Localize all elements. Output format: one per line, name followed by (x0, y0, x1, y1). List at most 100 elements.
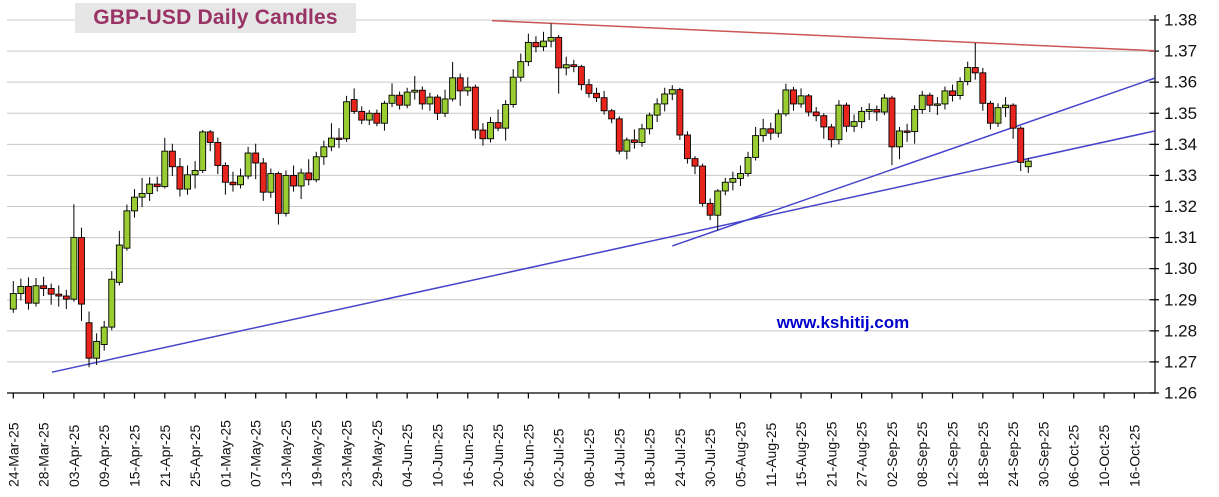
candle (494, 109, 502, 132)
x-tick-label: 19-May-25 (308, 420, 324, 487)
candle (774, 109, 782, 138)
x-tick-label: 02-Jul-25 (551, 428, 567, 487)
x-tick-label: 07-May-25 (248, 420, 264, 487)
x-tick-label: 11-Aug-25 (763, 422, 779, 487)
y-tick-label: 1.31 (1164, 228, 1197, 247)
y-tick-label: 1.34 (1164, 135, 1197, 154)
y-tick-label: 1.27 (1164, 352, 1197, 371)
candle (206, 130, 214, 152)
x-tick-label: 23-May-25 (339, 420, 355, 487)
candle (1024, 158, 1032, 173)
y-tick-label: 1.33 (1164, 166, 1197, 185)
candle (327, 123, 335, 152)
candle (388, 83, 396, 108)
candle (55, 285, 63, 307)
y-tick-label: 1.35 (1164, 104, 1197, 123)
x-tick-label: 10-Oct-25 (1096, 425, 1112, 487)
candle (17, 278, 25, 301)
candle (933, 97, 941, 116)
y-axis-labels: 1.38 1.37 1.36 1.35 1.34 1.33 1.32 1.31 1.30 1.29… (1164, 11, 1197, 403)
candle (32, 277, 40, 307)
y-tick-label: 1.28 (1164, 321, 1197, 340)
candle (449, 61, 457, 102)
y-tick-label: 1.37 (1164, 42, 1197, 61)
x-tick-label: 13-May-25 (278, 420, 294, 487)
x-tick-label: 24-Sep-25 (1005, 421, 1021, 487)
y-tick-label: 1.30 (1164, 259, 1197, 278)
candle (971, 43, 979, 80)
x-tick-label: 06-Oct-25 (1066, 425, 1082, 487)
candle (865, 103, 873, 121)
x-tick-label: 21-Aug-25 (823, 421, 839, 487)
x-tick-label: 16-Oct-25 (1126, 425, 1142, 487)
x-tick-label: 24-Mar-25 (5, 422, 21, 487)
candle (1017, 126, 1025, 172)
candle (683, 131, 691, 164)
chart-title: GBP-USD Daily Candles (75, 3, 356, 33)
candle (282, 170, 290, 217)
candle (812, 107, 820, 122)
candle (593, 87, 600, 103)
candle (858, 107, 866, 129)
candle (880, 93, 888, 116)
candle (911, 105, 919, 144)
candle (502, 100, 510, 141)
candle (956, 77, 964, 100)
y-tick-label: 1.32 (1164, 197, 1197, 216)
candle (464, 77, 472, 96)
candle (517, 53, 525, 82)
candle (570, 59, 578, 73)
x-axis (7, 392, 1155, 399)
candle (108, 271, 116, 331)
candle (524, 33, 532, 67)
candle (221, 162, 229, 195)
candle (623, 137, 631, 160)
candle (630, 129, 638, 149)
candle (115, 230, 123, 286)
candle (532, 36, 540, 53)
candle (744, 151, 752, 177)
candle (434, 94, 441, 121)
candle (229, 171, 237, 192)
candle (547, 23, 555, 48)
candle (305, 159, 313, 186)
candle (555, 34, 563, 94)
candle (403, 87, 411, 109)
candle (418, 86, 426, 110)
candle (699, 163, 707, 207)
candle (244, 146, 252, 180)
candle (335, 128, 343, 149)
x-tick-label: 30-Jul-25 (702, 428, 718, 487)
candle (456, 73, 464, 106)
candle (237, 168, 244, 189)
candle (676, 87, 684, 140)
candle (252, 143, 260, 180)
candle (426, 92, 434, 111)
candle (411, 75, 419, 100)
candle (835, 100, 843, 145)
candle (1002, 97, 1010, 117)
x-tick-label: 15-Apr-25 (126, 425, 142, 487)
candle (214, 137, 222, 175)
x-tick-label: 24-Jul-25 (672, 428, 688, 487)
candle (805, 93, 813, 117)
trendline-descending-resistance (491, 19, 1155, 52)
x-tick-label: 18-Sep-25 (975, 421, 991, 487)
candle (176, 158, 184, 197)
candle (168, 143, 176, 177)
candle (123, 204, 131, 251)
candle (691, 156, 699, 175)
x-tick-label: 21-Apr-25 (157, 425, 173, 487)
candle (926, 92, 934, 113)
x-tick-label: 20-Jun-25 (490, 424, 506, 487)
x-tick-label: 30-Sep-25 (1035, 421, 1051, 487)
candle (381, 100, 388, 131)
candle (24, 277, 32, 310)
candle (827, 123, 835, 148)
candle (153, 176, 161, 192)
candle (487, 116, 494, 143)
candle (949, 84, 956, 102)
candle (646, 112, 654, 135)
